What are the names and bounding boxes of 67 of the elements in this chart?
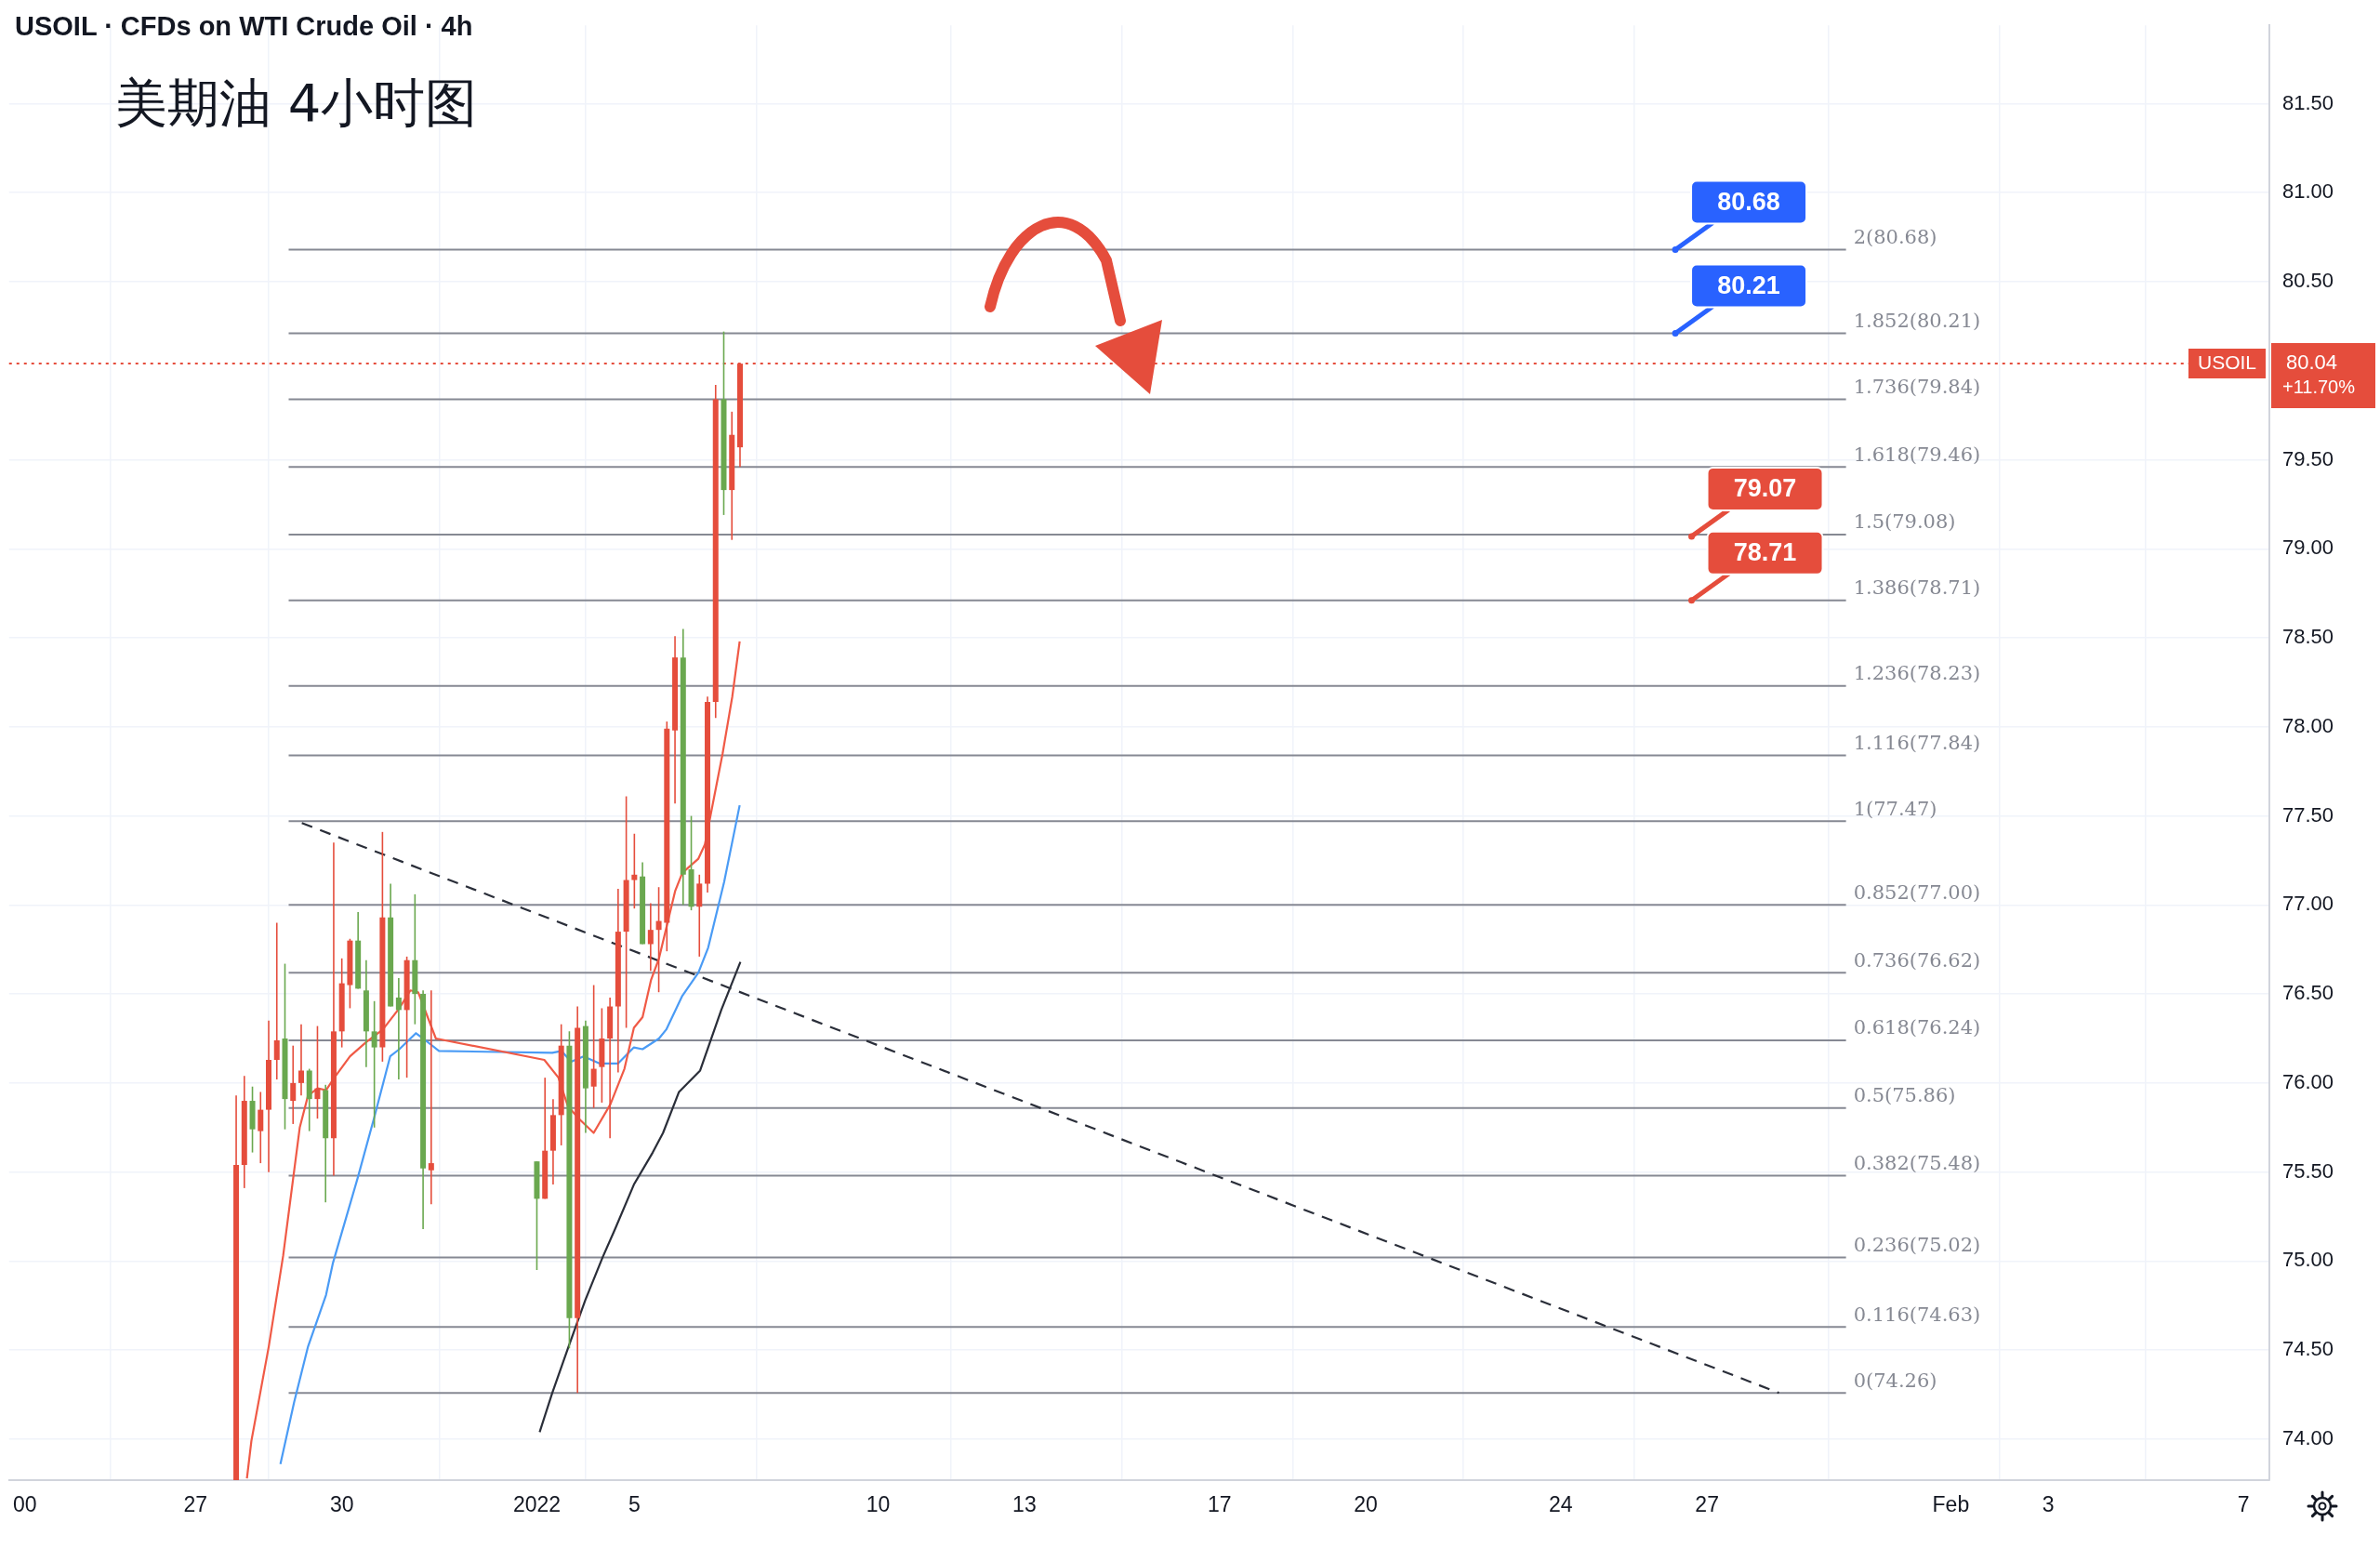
x-tick-label: 30	[329, 1492, 354, 1517]
candlestick	[647, 902, 654, 972]
ref-line-label: 0.236(75.02)	[1853, 1234, 1981, 1257]
annotation: 80.68	[1717, 187, 1780, 216]
annotation: 79.07	[1733, 474, 1797, 503]
ref-line-label: 80.04	[2286, 351, 2338, 375]
x-tick-label: 7	[2237, 1492, 2250, 1517]
candlestick	[655, 886, 662, 994]
y-tick-label: 78.50	[2282, 625, 2334, 649]
y-tick-label: 74.50	[2282, 1337, 2334, 1361]
x-tick-label: 13	[1012, 1492, 1037, 1517]
x-tick-label: 5	[628, 1492, 641, 1517]
ref-line-label: 1(77.47)	[1853, 797, 1937, 820]
annotation: 80.21	[1717, 271, 1780, 299]
y-tick-label: 76.50	[2282, 981, 2334, 1005]
candlestick	[428, 989, 434, 1205]
y-tick-label: 74.00	[2282, 1426, 2334, 1450]
x-tick-label: 20	[1354, 1492, 1378, 1517]
x-tick-label: 10	[866, 1492, 891, 1517]
candlestick	[314, 1025, 321, 1119]
y-tick-label: 79.00	[2282, 536, 2334, 560]
y-tick-label: 81.00	[2282, 179, 2334, 204]
y-tick-label: 75.00	[2282, 1248, 2334, 1272]
candlestick	[298, 1023, 304, 1097]
y-tick-label: 75.50	[2282, 1158, 2334, 1183]
ref-line-label: 2(80.68)	[1853, 225, 1937, 248]
ref-line-label: 0.5(75.86)	[1853, 1084, 1956, 1107]
candlestick	[631, 832, 638, 909]
y-tick-label: 80.50	[2282, 269, 2334, 293]
chart-title: USOIL · CFDs on WTI Crude Oil · 4h	[15, 11, 473, 42]
candlestick	[395, 977, 402, 1080]
ref-line-label: 1.116(77.84)	[1853, 731, 1981, 754]
ref-line-label: 0.736(76.62)	[1853, 948, 1981, 972]
ref-line-label: 0(74.26)	[1853, 1369, 1937, 1392]
candlestick	[590, 984, 597, 1109]
candlestick	[273, 921, 280, 1080]
x-tick-label: 3	[2042, 1492, 2055, 1517]
ref-line-label: 0.618(76.24)	[1853, 1016, 1981, 1039]
x-tick-label: 2022	[512, 1492, 562, 1517]
candlestick	[290, 1044, 297, 1125]
annotation: USOIL	[2197, 351, 2257, 373]
ref-line-label: 1.386(78.71)	[1853, 576, 1981, 600]
ref-line-label: 1.5(79.08)	[1853, 510, 1956, 534]
x-tick-label: 27	[183, 1492, 208, 1517]
candlestick	[258, 1091, 264, 1164]
ref-line-label: 0.116(74.63)	[1853, 1303, 1981, 1326]
ref-line-label: 1.618(79.46)	[1853, 443, 1981, 466]
x-tick-label: 00	[12, 1492, 37, 1517]
y-tick-label: 79.50	[2282, 446, 2334, 470]
ref-line-label: 1.736(79.84)	[1853, 375, 1981, 398]
x-tick-label: Feb	[1932, 1492, 1970, 1517]
x-tick-label: 27	[1695, 1492, 1719, 1517]
y-tick-label: 77.50	[2282, 802, 2334, 827]
x-tick-label: 17	[1207, 1492, 1232, 1517]
x-tick-label: 24	[1549, 1492, 1573, 1517]
annotation: 78.71	[1733, 538, 1797, 567]
text: 美期油 4小时图	[115, 72, 478, 135]
text: +11.70%	[2282, 376, 2356, 397]
candlestick	[371, 999, 377, 1129]
ref-line-label: 1.852(80.21)	[1853, 310, 1981, 332]
ref-line-label: 0.852(77.00)	[1853, 880, 1981, 904]
ref-line-label: 1.236(78.23)	[1853, 662, 1981, 685]
y-tick-label: 81.50	[2282, 90, 2334, 114]
ref-line-label: 0.382(75.48)	[1853, 1151, 1981, 1174]
y-tick-label: 77.00	[2282, 892, 2334, 916]
y-tick-label: 76.00	[2282, 1069, 2334, 1093]
y-tick-label: 78.00	[2282, 713, 2334, 737]
